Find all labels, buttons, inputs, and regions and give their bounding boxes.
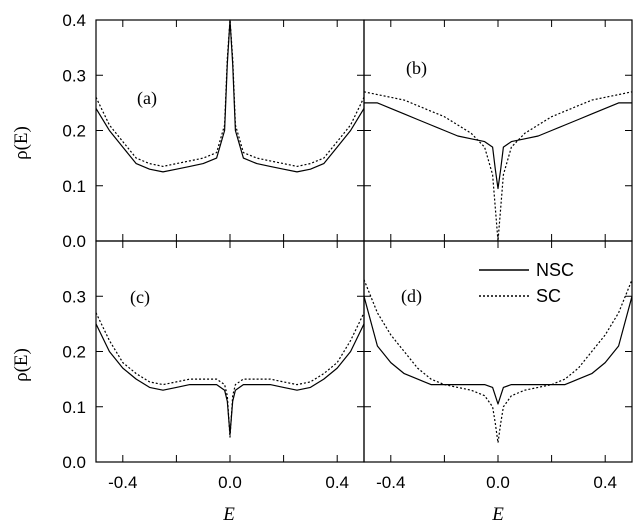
x-tick-label-right: 0.4 (593, 473, 617, 492)
series-line-nsc-a (95, 19, 365, 173)
panel-label-b: (b) (406, 58, 427, 79)
x-axis-title-left: E (222, 504, 235, 525)
x-tick-label-left: 0.0 (218, 473, 242, 492)
y-tick-label-top: 0.0 (62, 232, 86, 251)
x-tick-label-left: -0.4 (108, 473, 137, 492)
x-tick-label-left: 0.4 (325, 473, 349, 492)
panel-label-c: (c) (130, 287, 150, 308)
y-tick-label-top: 0.3 (62, 66, 86, 85)
series-line-nsc-d (363, 296, 633, 405)
y-tick-label-top: 0.2 (62, 122, 86, 141)
y-tick-label-bottom: 0.3 (62, 287, 86, 306)
y-axis-title-bottom: ρ(E) (11, 348, 32, 382)
y-tick-label-bottom: 0.2 (62, 343, 86, 362)
panel-frame-b (363, 19, 633, 242)
x-tick-label-right: -0.4 (376, 473, 405, 492)
series-line-nsc-c (95, 323, 365, 435)
series-line-sc-c (95, 312, 365, 438)
legend: NSC SC (479, 260, 574, 306)
x-tick-label-right: 0.0 (486, 473, 510, 492)
tick-labels: 0.0 0.1 0.2 0.3 0.4 0.0 0.1 0.2 0.3 -0.4 0.0 0.4 -0.… (62, 11, 617, 492)
y-tick-label-top: 0.1 (62, 177, 86, 196)
panel-label-a: (a) (137, 88, 157, 109)
panel-label-d: (d) (401, 286, 422, 307)
y-tick-label-top: 0.4 (62, 11, 86, 30)
legend-label-nsc: NSC (536, 260, 574, 280)
y-axis-title-top: ρ(E) (11, 126, 32, 160)
series-line-sc-d (363, 279, 633, 444)
series-line-sc-b (363, 91, 633, 242)
x-axis-title-right: E (491, 504, 504, 525)
series-line-nsc-b (364, 102, 632, 190)
legend-label-sc: SC (536, 286, 561, 306)
y-tick-label-bottom: 0.0 (62, 453, 86, 472)
y-tick-label-bottom: 0.1 (62, 398, 86, 417)
panel-frame-a (95, 19, 365, 242)
curves (95, 19, 633, 444)
